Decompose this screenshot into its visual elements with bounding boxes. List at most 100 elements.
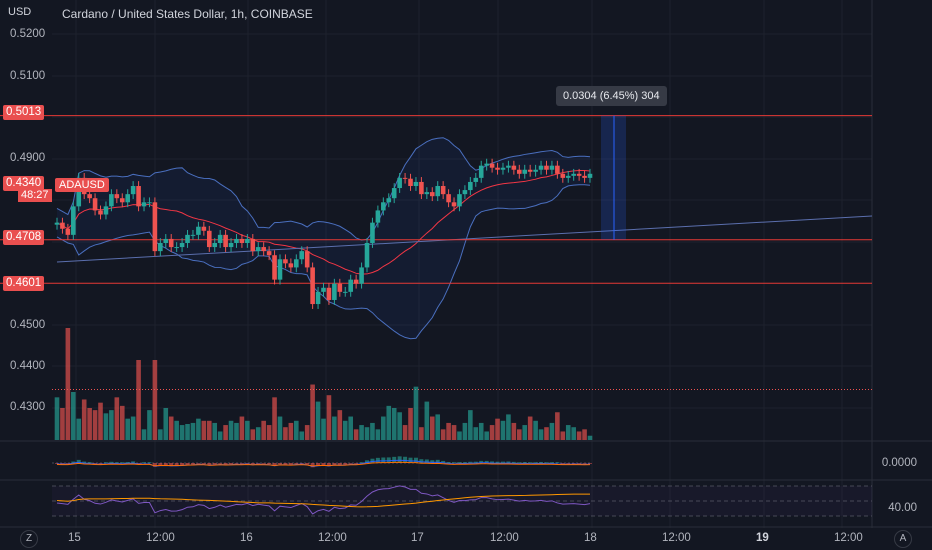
macd-histogram-bar <box>196 463 201 464</box>
macd-histogram-bar <box>517 462 522 463</box>
volume-bar <box>136 360 141 440</box>
macd-histogram-bar <box>190 463 195 465</box>
volume-bar <box>440 429 446 440</box>
macd-histogram-bar <box>326 463 331 467</box>
macd-histogram-bar <box>93 463 98 464</box>
candle-body <box>223 234 228 248</box>
macd-histogram-bar <box>212 463 217 465</box>
macd-histogram-bar <box>288 463 293 465</box>
volume-bar <box>239 416 245 440</box>
candle-body <box>141 202 147 207</box>
candle-body <box>353 279 359 284</box>
price-label: 0.5100 <box>10 70 46 82</box>
candle-body <box>370 222 375 243</box>
candle-body <box>549 165 555 170</box>
macd-histogram-bar <box>528 462 533 463</box>
bollinger-fill <box>57 137 590 339</box>
candle-body <box>130 186 136 195</box>
countdown-label: 48:27 <box>18 189 52 202</box>
macd-histogram-bar <box>511 461 516 463</box>
candle-body <box>440 186 446 195</box>
volume-bar <box>81 399 87 440</box>
candle-body <box>255 247 261 252</box>
macd-histogram-bar <box>76 459 81 463</box>
macd-histogram-bar <box>147 462 152 463</box>
volume-bar <box>310 384 315 440</box>
zoom-button[interactable]: Z <box>20 530 38 548</box>
volume-bar <box>402 425 408 440</box>
volume-bar <box>419 427 424 440</box>
volume-bar <box>76 418 82 440</box>
macd-histogram-bar <box>294 463 299 464</box>
macd-histogram-bar <box>500 461 505 463</box>
macd-histogram-bar <box>343 463 348 465</box>
volume-bar <box>582 429 587 440</box>
macd-histogram-bar <box>136 463 141 464</box>
macd-histogram-bar <box>506 461 511 463</box>
macd-histogram-bar <box>337 463 342 466</box>
volume-bar <box>201 420 207 440</box>
macd-histogram-bar <box>158 463 163 466</box>
volume-bar <box>272 397 277 440</box>
macd-histogram-bar <box>484 460 489 463</box>
auto-scale-button[interactable]: A <box>894 530 912 548</box>
candle-body <box>576 173 582 176</box>
volume-bar <box>495 418 500 440</box>
price-label: 0.5200 <box>10 28 46 40</box>
volume-bar <box>587 435 593 440</box>
macd-histogram-bar <box>370 458 375 463</box>
candle-body <box>283 259 288 264</box>
candle-body <box>212 242 218 248</box>
candle-body <box>163 238 169 243</box>
volume-bar <box>266 425 272 440</box>
candle-body <box>457 194 462 207</box>
volume-bar <box>158 429 163 440</box>
candle-body <box>321 287 326 292</box>
volume-bar <box>348 416 353 440</box>
volume-bar <box>370 422 375 440</box>
macd-histogram-bar <box>588 463 592 464</box>
candle-body <box>391 188 397 199</box>
candle-body <box>114 194 120 199</box>
macd-histogram-bar <box>381 457 386 463</box>
volume-bar <box>141 429 147 440</box>
candle-body <box>136 186 141 207</box>
time-label: 12:00 <box>318 532 347 544</box>
candle-body <box>495 167 500 170</box>
candle-body <box>103 206 109 215</box>
currency-label: USD <box>8 6 32 18</box>
signal-line <box>56 461 591 467</box>
macd-histogram-bar <box>533 462 538 463</box>
candle-body <box>125 194 131 203</box>
volume-bar <box>506 414 511 440</box>
volume-bar <box>337 410 343 440</box>
candle-body <box>174 247 179 249</box>
volume-bar <box>326 395 332 440</box>
candle-body <box>342 291 348 293</box>
macd-histogram-bar <box>310 463 315 468</box>
macd-histogram-bar <box>316 463 321 467</box>
macd-histogram-bar <box>239 463 244 464</box>
volume-bar <box>299 431 305 440</box>
macd-histogram-bar <box>419 459 424 463</box>
volume-bar <box>71 392 76 440</box>
time-label: 17 <box>411 532 424 544</box>
volume-bar <box>353 429 359 440</box>
macd-histogram-bar <box>174 463 179 467</box>
candle-body <box>158 242 163 252</box>
candle-body <box>179 242 185 248</box>
macd-histogram-bar <box>375 457 380 463</box>
price-label: 0.4300 <box>10 401 46 413</box>
volume-bar <box>206 420 212 440</box>
candle-body <box>381 202 386 211</box>
candle-body <box>272 255 277 280</box>
macd-histogram-bar <box>430 460 435 463</box>
volume-bar <box>538 429 544 440</box>
candle-body <box>294 259 299 268</box>
macd-histogram-bar <box>490 461 495 463</box>
last-price-tag: 0.4340 <box>3 176 45 191</box>
volume-bar <box>250 429 256 440</box>
time-label: 12:00 <box>662 532 691 544</box>
volume-bar <box>152 360 158 440</box>
